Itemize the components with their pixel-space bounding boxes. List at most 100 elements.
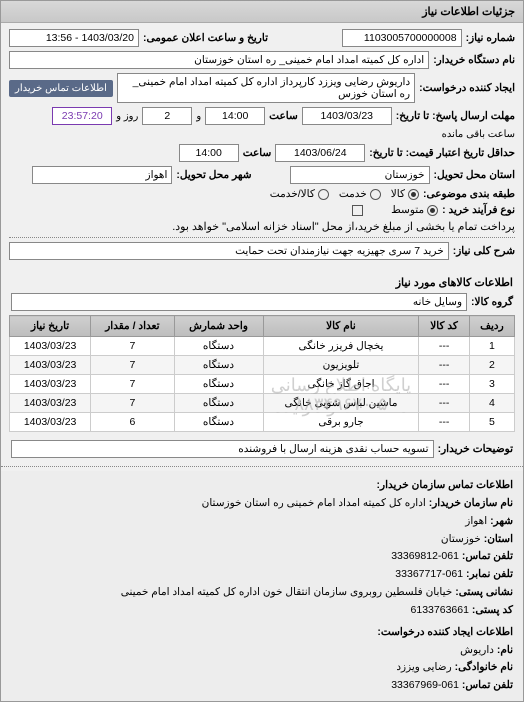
radio-goods[interactable]: کالا — [391, 188, 419, 200]
buyer-org-label: نام دستگاه خریدار: — [433, 54, 515, 66]
contact-city-label: شهر: — [490, 515, 513, 527]
creator-section-title: اطلاعات ایجاد کننده درخواست: — [11, 624, 513, 642]
contact-postcode: 6133763661 — [411, 604, 469, 616]
creator-surname-label: نام خانوادگی: — [455, 661, 513, 673]
table-cell: دستگاه — [174, 394, 263, 413]
buyer-org-field: اداره کل کمیته امداد امام خمینی_ ره استا… — [9, 51, 429, 69]
city-field: اهواز — [32, 166, 172, 184]
deadline-date-field: 1403/03/23 — [302, 107, 392, 125]
validity-date-field: 1403/06/24 — [275, 144, 365, 162]
creator-phone: 061-33367969 — [391, 679, 459, 691]
deadline-time-field: 14:00 — [205, 107, 265, 125]
treasury-checkbox[interactable] — [352, 205, 363, 216]
contact-link-button[interactable]: اطلاعات تماس خریدار — [9, 80, 113, 97]
contact-section: اطلاعات تماس سازمان خریدار: نام سازمان خ… — [1, 471, 523, 701]
table-cell: دستگاه — [174, 337, 263, 356]
contact-postcode-label: کد پستی: — [472, 604, 513, 616]
col-row: ردیف — [469, 316, 514, 337]
radio-dot-icon — [318, 189, 329, 200]
table-cell: 1403/03/23 — [10, 413, 91, 432]
table-header-row: ردیف کد کالا نام کالا واحد شمارش تعداد /… — [10, 316, 515, 337]
col-code: کد کالا — [419, 316, 469, 337]
table-cell: 2 — [469, 356, 514, 375]
table-cell: 6 — [91, 413, 174, 432]
contact-phone-label: تلفن تماس: — [462, 550, 513, 562]
radio-dot-icon — [427, 205, 438, 216]
table-row[interactable]: 4---ماشین لباس شویی خانگی۸۸۳۴۹۶۷۰-۵دستگا… — [10, 394, 515, 413]
table-cell: یخچال فریزر خانگی — [263, 337, 419, 356]
req-no-label: شماره نیاز: — [466, 32, 515, 44]
city-label: شهر محل تحویل: — [176, 169, 251, 181]
table-row[interactable]: 1---یخچال فریزر خانگیدستگاه71403/03/23 — [10, 337, 515, 356]
process-label: نوع فرآیند خرید : — [442, 204, 515, 216]
separator — [1, 466, 523, 467]
table-cell: 1 — [469, 337, 514, 356]
col-date: تاریخ نیاز — [10, 316, 91, 337]
table-cell: 5 — [469, 413, 514, 432]
radio-dot-icon — [408, 189, 419, 200]
days-prefix: و — [196, 111, 201, 122]
table-cell: 7 — [91, 394, 174, 413]
table-cell: --- — [419, 413, 469, 432]
col-qty: تعداد / مقدار — [91, 316, 174, 337]
need-title-field: خرید 7 سری جهیزیه جهت نیازمندان تحت حمای… — [9, 242, 449, 260]
table-cell: 1403/03/23 — [10, 375, 91, 394]
separator — [9, 237, 515, 238]
table-cell: 7 — [91, 356, 174, 375]
contact-province-label: استان: — [484, 533, 513, 545]
items-table: ردیف کد کالا نام کالا واحد شمارش تعداد /… — [9, 315, 515, 432]
contact-section-title: اطلاعات تماس سازمان خریدار: — [11, 477, 513, 495]
table-cell: دستگاه — [174, 375, 263, 394]
table-cell: 4 — [469, 394, 514, 413]
details-panel: جزئیات اطلاعات نیاز شماره نیاز: 11030057… — [0, 0, 524, 702]
radio-process-mid-label: متوسط — [391, 204, 424, 216]
requester-field: داریوش رضایی ویززد کارپرداز اداره کل کمی… — [117, 73, 415, 103]
radio-process-mid[interactable]: متوسط — [391, 204, 438, 216]
creator-surname: رضایی ویززد — [396, 661, 451, 673]
contact-address-label: نشانی پستی: — [455, 586, 513, 598]
table-row[interactable]: 3---اجاق گاز خانگیپایگاه اطلاع رسانی منا… — [10, 375, 515, 394]
table-cell: اجاق گاز خانگیپایگاه اطلاع رسانی مناقصات… — [263, 375, 419, 394]
contact-address: خیابان فلسطین روبروی سازمان انتقال خون ا… — [121, 586, 453, 598]
panel-title: جزئیات اطلاعات نیاز — [1, 1, 523, 23]
buyer-note-field: تسویه حساب نقدی هزینه ارسال با فروشنده — [11, 440, 434, 458]
table-cell: 1403/03/23 — [10, 394, 91, 413]
radio-goods-label: کالا — [391, 188, 405, 200]
time-label-2: ساعت — [243, 147, 272, 159]
days-suffix: روز و — [116, 111, 138, 122]
radio-goods-service[interactable]: کالا/خدمت — [270, 188, 329, 200]
radio-goods-service-label: کالا/خدمت — [270, 188, 315, 200]
col-name: نام کالا — [263, 316, 419, 337]
col-unit: واحد شمارش — [174, 316, 263, 337]
announce-field: 1403/03/20 - 13:56 — [9, 29, 139, 47]
goods-section-title: اطلاعات کالاهای مورد نیاز — [11, 276, 513, 289]
time-remaining-suffix: ساعت باقی مانده — [442, 129, 515, 140]
table-cell: 3 — [469, 375, 514, 394]
requester-label: ایجاد کننده درخواست: — [419, 82, 515, 94]
contact-org-label: نام سازمان خریدار: — [429, 497, 513, 509]
table-cell: تلویزیون — [263, 356, 419, 375]
buyer-note-label: توضیحات خریدار: — [438, 443, 513, 455]
table-cell: --- — [419, 394, 469, 413]
table-row[interactable]: 2---تلویزیوندستگاه71403/03/23 — [10, 356, 515, 375]
radio-dot-icon — [370, 189, 381, 200]
table-cell: --- — [419, 375, 469, 394]
radio-service-label: خدمت — [339, 188, 367, 200]
goods-group-field: وسایل خانه — [11, 293, 467, 311]
validity-label: حداقل تاریخ اعتبار قیمت: تا تاریخ: — [369, 147, 515, 159]
header-form: شماره نیاز: 1103005700000008 تاریخ و ساع… — [1, 23, 523, 270]
table-cell: 7 — [91, 375, 174, 394]
req-no-field: 1103005700000008 — [342, 29, 462, 47]
contact-province: خوزستان — [441, 533, 481, 545]
validity-time-field: 14:00 — [179, 144, 239, 162]
creator-name-label: نام: — [497, 644, 513, 656]
supply-type-radio-group: کالا خدمت کالا/خدمت — [270, 188, 419, 200]
creator-phone-label: تلفن تماس: — [462, 679, 513, 691]
deadline-label: مهلت ارسال پاسخ: تا تاریخ: — [396, 110, 515, 122]
province-label: استان محل تحویل: — [434, 169, 515, 181]
table-cell: دستگاه — [174, 413, 263, 432]
contact-city: اهواز — [465, 515, 487, 527]
radio-service[interactable]: خدمت — [339, 188, 381, 200]
table-row[interactable]: 5---جارو برقیدستگاه61403/03/23 — [10, 413, 515, 432]
goods-group-label: گروه کالا: — [471, 296, 513, 308]
